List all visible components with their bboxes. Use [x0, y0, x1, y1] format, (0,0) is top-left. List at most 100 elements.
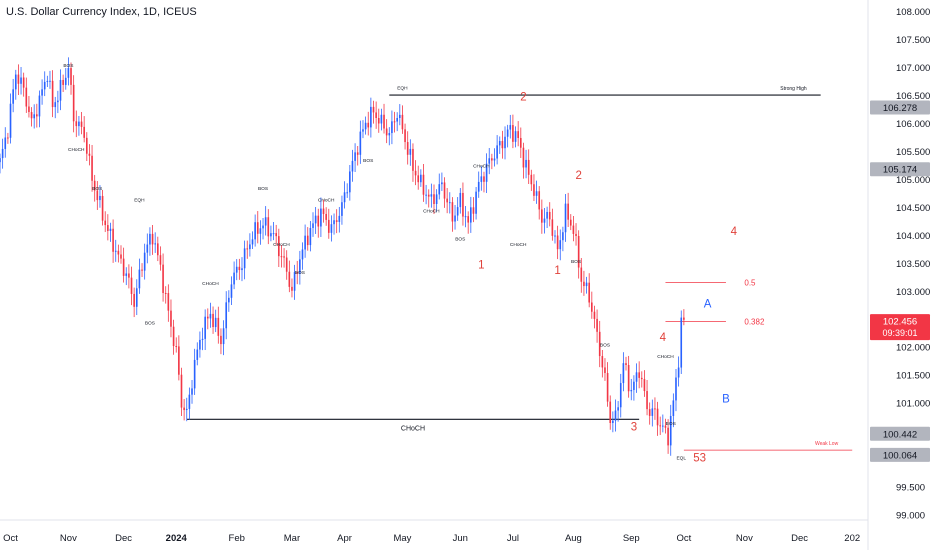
candle-body — [659, 425, 662, 427]
candle-body — [25, 87, 28, 107]
candle-body — [409, 148, 412, 155]
candle-body — [346, 192, 349, 194]
y-tick-label: 107.500 — [896, 35, 930, 46]
candle-body — [185, 408, 188, 411]
smc-label: EQH — [397, 85, 408, 91]
candle-body — [427, 194, 430, 197]
candle-body — [238, 266, 241, 271]
candle-body — [467, 216, 470, 223]
elliott-wave-label: 4 — [731, 226, 738, 238]
candle-body — [354, 152, 356, 161]
candle-body — [41, 89, 43, 96]
candle-body — [525, 159, 527, 168]
candle-body — [485, 163, 488, 182]
candle-body — [396, 118, 398, 122]
smc-label: BOS — [295, 270, 305, 276]
x-tick-label: Mar — [284, 533, 300, 544]
candle-body — [420, 174, 422, 183]
candle-body — [456, 207, 459, 216]
smc-label: EQH — [134, 197, 145, 203]
candle-body — [1, 148, 4, 159]
candle-body — [143, 252, 146, 271]
candle-body — [193, 359, 196, 389]
candle-body — [204, 316, 206, 339]
candle-body — [309, 227, 312, 246]
candle-body — [259, 228, 262, 234]
candle-body — [162, 264, 164, 293]
y-tick-label: 106.500 — [896, 91, 930, 102]
candle-body — [433, 194, 435, 204]
candle-body — [183, 407, 185, 411]
candle-body — [564, 203, 567, 233]
price-tag-value: 100.442 — [883, 429, 917, 440]
candle-body — [412, 148, 414, 171]
candle-body — [243, 248, 246, 269]
candle-body — [235, 266, 238, 273]
x-tick-label: Sep — [623, 533, 640, 544]
candle-body — [291, 286, 293, 291]
x-tick-label: Dec — [115, 533, 132, 544]
price-tag-value: 106.278 — [883, 103, 917, 114]
candle-body — [157, 243, 159, 256]
price-tag — [870, 426, 930, 441]
candle-body — [49, 80, 51, 82]
y-tick-label: 103.500 — [896, 259, 930, 270]
y-tick-label: 105.000 — [896, 175, 930, 186]
smc-label: BOS — [455, 236, 465, 242]
y-tick-label: 99.000 — [896, 510, 925, 521]
y-tick-label: 103.000 — [896, 287, 930, 298]
y-tick-label: 105.500 — [896, 147, 930, 158]
smc-label: CHoCH — [510, 242, 527, 248]
candle-body — [398, 114, 401, 119]
candle-body — [680, 317, 683, 368]
candle-body — [567, 203, 569, 220]
candle-body — [241, 268, 243, 271]
chart-title: U.S. Dollar Currency Index, 1D, ICEUS — [6, 6, 197, 18]
x-tick-label: Jun — [453, 533, 468, 544]
candle-body — [462, 192, 464, 217]
candle-body — [506, 129, 509, 137]
current-price-tag — [870, 314, 930, 341]
smc-label: CHoCH — [68, 147, 85, 153]
price-tag — [870, 162, 930, 177]
candle-body — [630, 389, 633, 392]
elliott-wave-label: 3 — [631, 422, 637, 434]
candle-body — [327, 219, 330, 233]
candle-body — [30, 112, 33, 119]
x-tick-label: Oct — [3, 533, 18, 544]
candle-body — [214, 317, 217, 328]
candle-body — [504, 136, 506, 149]
candle-body — [188, 394, 191, 409]
candle-body — [96, 190, 99, 201]
candle-body — [633, 381, 635, 390]
y-tick-label: 104.000 — [896, 231, 930, 242]
candle-body — [596, 318, 598, 332]
candle-body — [435, 194, 438, 204]
countdown-timer: 09:39:01 — [882, 328, 917, 338]
candle-body — [509, 125, 512, 130]
candle-body — [588, 282, 591, 303]
candle-body — [320, 208, 322, 227]
candles-layer — [0, 57, 685, 456]
candle-body — [304, 235, 306, 250]
candle-body — [0, 158, 1, 163]
candle-body — [128, 273, 130, 278]
candle-body — [601, 356, 604, 368]
candle-body — [614, 410, 617, 421]
fib-label: 0.5 — [744, 278, 756, 287]
candle-body — [591, 302, 593, 312]
overlay-layer: BOS CHoCH BOS EQH BOS CHoCH BOS CHoCH BOS CHoCH BO… — [63, 63, 737, 464]
candle-body — [493, 158, 496, 161]
candle-body — [36, 114, 38, 117]
candle-body — [114, 250, 117, 252]
candle-body — [88, 153, 91, 156]
elliott-wave-label: 1 — [478, 259, 484, 271]
y-tick-label: 102.000 — [896, 343, 930, 354]
candle-body — [296, 272, 299, 274]
candle-body — [580, 267, 583, 282]
x-tick-label: Apr — [337, 533, 352, 544]
candle-body — [541, 209, 543, 223]
candle-body — [638, 372, 640, 378]
